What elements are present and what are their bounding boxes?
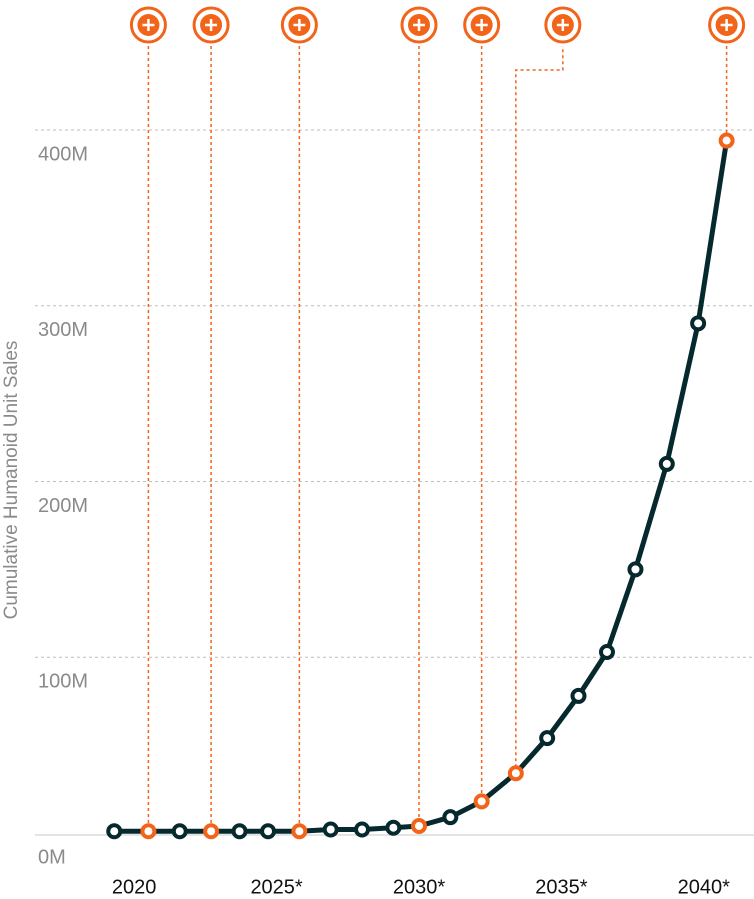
data-point xyxy=(106,823,123,840)
data-point xyxy=(322,821,339,838)
y-tick-label: 400M xyxy=(38,143,88,165)
data-point xyxy=(598,643,615,660)
plus-button[interactable] xyxy=(400,6,438,44)
data-point xyxy=(354,821,371,838)
data-point xyxy=(718,132,735,149)
y-tick-label: 100M xyxy=(38,671,88,693)
plus-icon xyxy=(293,19,306,31)
y-tick-label: 300M xyxy=(38,319,88,341)
data-point xyxy=(627,561,644,578)
x-tick-label: 2020 xyxy=(112,876,157,898)
data-point xyxy=(411,817,427,834)
plus-icon xyxy=(142,19,155,31)
plus-button[interactable] xyxy=(708,6,746,44)
data-point xyxy=(291,823,308,840)
x-tick-label: 2025* xyxy=(250,876,302,898)
data-point xyxy=(203,823,220,840)
plus-icon xyxy=(720,19,733,31)
plus-icon xyxy=(205,19,218,31)
y-tick-label: 200M xyxy=(38,495,88,517)
data-point xyxy=(385,819,402,836)
data-point xyxy=(171,823,188,840)
data-point xyxy=(442,809,459,826)
y-tick-label: 0M xyxy=(38,846,66,868)
plus-button[interactable] xyxy=(129,6,167,44)
plus-icon xyxy=(556,19,569,31)
plus-button[interactable] xyxy=(280,6,318,44)
data-point xyxy=(140,823,157,840)
data-point xyxy=(539,730,556,747)
data-line xyxy=(114,140,730,834)
y-axis-label: Cumulative Humanoid Unit Sales xyxy=(1,341,22,620)
plus-icon xyxy=(413,19,425,31)
callout-line xyxy=(515,46,564,774)
data-point xyxy=(507,765,524,782)
data-point xyxy=(570,687,587,704)
data-point xyxy=(690,315,707,332)
plus-button[interactable] xyxy=(192,6,230,44)
plus-button[interactable] xyxy=(544,6,582,44)
x-tick-label: 2040* xyxy=(678,876,730,898)
data-point xyxy=(658,455,675,472)
plus-button[interactable] xyxy=(463,6,501,44)
plus-icon xyxy=(475,19,488,31)
x-tick-label: 2030* xyxy=(393,876,445,898)
data-point xyxy=(260,823,277,840)
x-tick-label: 2035* xyxy=(535,876,587,898)
data-point xyxy=(473,793,490,810)
data-point xyxy=(231,823,248,840)
